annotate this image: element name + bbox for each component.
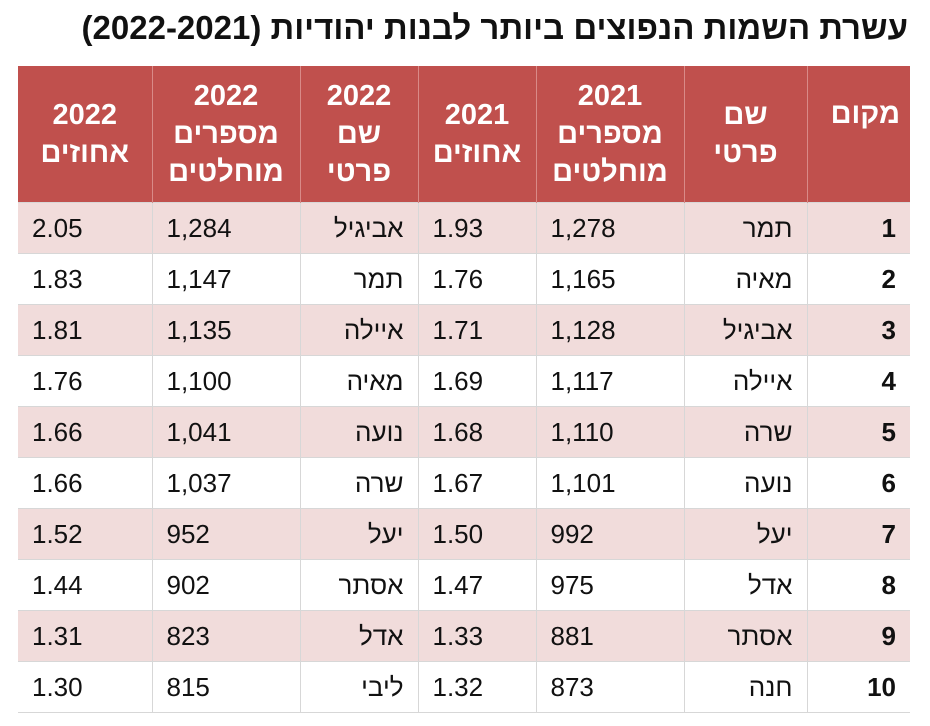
cell-abs-2021: 1,165 [535,253,684,305]
cell-pct-2021: 1.32 [417,661,536,713]
cell-abs-2022: 902 [151,559,300,611]
cell-abs-2021: 1,128 [535,304,684,356]
cell-pct-2022: 1.30 [18,661,152,713]
cell-pct-2021: 1.71 [417,304,536,356]
cell-name-2021: שרה [683,406,807,458]
cell-name-2021: חנה [683,661,807,713]
cell-pct-2022: 1.31 [18,610,152,662]
cell-pct-2021: 1.33 [417,610,536,662]
cell-name-2022: יעל [299,508,418,560]
cell-rank: 5 [806,406,910,458]
cell-abs-2021: 1,117 [535,355,684,407]
cell-abs-2022: 1,037 [151,457,300,509]
cell-abs-2021: 881 [535,610,684,662]
table-row: 3 אביגיל 1,128 1.71 איילה 1,135 1.81 [18,304,910,356]
cell-abs-2021: 873 [535,661,684,713]
cell-abs-2021: 992 [535,508,684,560]
header-name-2021: שם פרטי [683,66,807,203]
cell-name-2022: נועה [299,406,418,458]
cell-abs-2022: 1,135 [151,304,300,356]
cell-name-2022: איילה [299,304,418,356]
header-pct-2022: 2022 אחוזים [18,66,152,203]
cell-name-2022: תמר [299,253,418,305]
header-abs-2021: 2021 מספרים מוחלטים [535,66,684,203]
table-row: 8 אדל 975 1.47 אסתר 902 1.44 [18,559,910,611]
cell-pct-2022: 1.76 [18,355,152,407]
names-table: מקום שם פרטי 2021 מספרים מוחלטים 2021 אח… [18,66,910,713]
cell-rank: 9 [806,610,910,662]
cell-pct-2021: 1.93 [417,202,536,254]
cell-abs-2021: 1,110 [535,406,684,458]
table-row: 7 יעל 992 1.50 יעל 952 1.52 [18,508,910,560]
cell-rank: 2 [806,253,910,305]
table-row: 9 אסתר 881 1.33 אדל 823 1.31 [18,610,910,662]
cell-abs-2021: 1,101 [535,457,684,509]
cell-pct-2022: 1.44 [18,559,152,611]
cell-pct-2022: 1.66 [18,457,152,509]
cell-abs-2022: 1,100 [151,355,300,407]
cell-rank: 10 [806,661,910,713]
cell-abs-2022: 1,147 [151,253,300,305]
header-abs-2022: 2022 מספרים מוחלטים [151,66,300,203]
cell-rank: 3 [806,304,910,356]
cell-name-2022: מאיה [299,355,418,407]
cell-abs-2022: 815 [151,661,300,713]
cell-name-2021: נועה [683,457,807,509]
cell-name-2022: שרה [299,457,418,509]
table-row: 5 שרה 1,110 1.68 נועה 1,041 1.66 [18,406,910,458]
header-name-2022: 2022 שם פרטי [299,66,418,203]
cell-name-2022: אסתר [299,559,418,611]
cell-pct-2021: 1.47 [417,559,536,611]
table-body: 1 תמר 1,278 1.93 אביגיל 1,284 2.05 2 מאיה 1,165 1.… [18,202,910,713]
header-row: מקום שם פרטי 2021 מספרים מוחלטים 2021 אח… [18,66,910,203]
page-title: עשרת השמות הנפוצים ביותר לבנות יהודיות (… [81,9,908,46]
table-row: 4 איילה 1,117 1.69 מאיה 1,100 1.76 [18,355,910,407]
cell-name-2021: איילה [683,355,807,407]
cell-abs-2022: 952 [151,508,300,560]
cell-name-2021: אדל [683,559,807,611]
cell-name-2021: תמר [683,202,807,254]
cell-rank: 6 [806,457,910,509]
cell-pct-2022: 1.66 [18,406,152,458]
cell-pct-2022: 1.81 [18,304,152,356]
cell-name-2022: אדל [299,610,418,662]
cell-pct-2022: 2.05 [18,202,152,254]
cell-abs-2022: 1,284 [151,202,300,254]
cell-abs-2021: 1,278 [535,202,684,254]
cell-rank: 1 [806,202,910,254]
cell-name-2022: אביגיל [299,202,418,254]
cell-pct-2021: 1.50 [417,508,536,560]
header-rank: מקום [806,66,910,203]
cell-abs-2022: 1,041 [151,406,300,458]
cell-rank: 7 [806,508,910,560]
cell-rank: 4 [806,355,910,407]
cell-rank: 8 [806,559,910,611]
cell-pct-2021: 1.76 [417,253,536,305]
header-pct-2021: 2021 אחוזים [417,66,536,203]
cell-name-2021: יעל [683,508,807,560]
cell-pct-2021: 1.69 [417,355,536,407]
cell-pct-2021: 1.67 [417,457,536,509]
table-row: 1 תמר 1,278 1.93 אביגיל 1,284 2.05 [18,202,910,254]
cell-abs-2021: 975 [535,559,684,611]
cell-pct-2022: 1.52 [18,508,152,560]
cell-abs-2022: 823 [151,610,300,662]
cell-name-2021: אביגיל [683,304,807,356]
table-row: 6 נועה 1,101 1.67 שרה 1,037 1.66 [18,457,910,509]
cell-name-2021: אסתר [683,610,807,662]
cell-pct-2022: 1.83 [18,253,152,305]
table-row: 2 מאיה 1,165 1.76 תמר 1,147 1.83 [18,253,910,305]
cell-name-2022: ליבי [299,661,418,713]
cell-name-2021: מאיה [683,253,807,305]
cell-pct-2021: 1.68 [417,406,536,458]
table-row: 10 חנה 873 1.32 ליבי 815 1.30 [18,661,910,713]
